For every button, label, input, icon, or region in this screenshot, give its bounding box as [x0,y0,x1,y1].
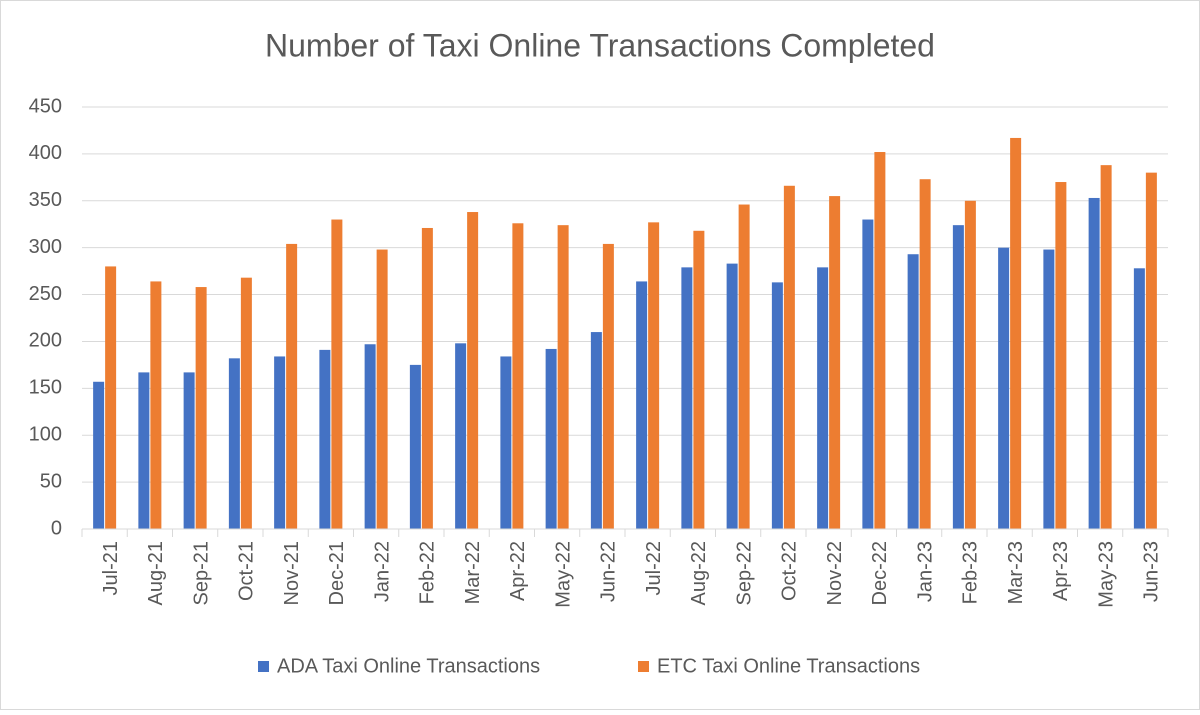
bar [319,349,331,529]
bar [590,332,602,529]
x-tick-label: Jan-23 [914,541,936,602]
bar [602,243,614,529]
x-tick-label: Jun-22 [598,541,620,602]
x-tick-label: Jun-23 [1141,541,1163,602]
x-tick-label: Nov-21 [281,541,303,605]
bar [500,356,512,529]
x-tick-label: Mar-23 [1005,541,1027,604]
bar [274,356,286,529]
x-tick-label: Feb-22 [417,541,439,604]
x-tick-label: May-23 [1095,541,1117,608]
legend-label: ADA Taxi Online Transactions [277,655,540,677]
bar [409,364,421,529]
bar [364,344,376,529]
bar [648,222,660,529]
x-tick-label: Aug-22 [688,541,710,606]
bar [138,372,150,529]
bar [512,223,524,530]
bar [105,266,117,529]
x-tick-label: Jan-22 [371,541,393,602]
x-tick-label: Oct-21 [236,541,258,601]
y-tick-label: 200 [29,330,62,352]
bar [771,282,783,529]
bar [286,243,298,529]
x-tick-label: Sep-22 [733,541,755,606]
y-tick-label: 0 [51,517,62,539]
y-tick-label: 400 [29,142,62,164]
chart-title: Number of Taxi Online Transactions Compl… [265,27,935,63]
y-tick-label: 50 [40,470,62,492]
bar [952,225,964,529]
bar [907,254,919,529]
bar [964,200,976,529]
bar [93,381,105,529]
x-tick-label: Nov-22 [824,541,846,605]
bar [1043,249,1055,529]
y-tick-label: 450 [29,95,62,117]
bar [455,343,467,529]
x-tick-label: Aug-21 [145,541,167,606]
bar [783,185,795,530]
bar [1145,172,1157,529]
y-tick-label: 350 [29,189,62,211]
x-tick-label: Apr-22 [507,541,529,601]
bar [919,179,931,529]
bar [545,348,557,529]
bar [817,267,829,529]
bar [998,247,1010,529]
x-tick-label: Feb-23 [960,541,982,604]
legend-label: ETC Taxi Online Transactions [657,655,920,677]
bar [862,219,874,530]
bar [693,230,705,529]
bar [183,372,195,529]
x-tick-label: Sep-21 [190,541,212,606]
bar [467,212,479,529]
y-tick-label: 100 [29,424,62,446]
legend-swatch [638,661,649,672]
y-tick-label: 250 [29,283,62,305]
bar [1088,197,1100,529]
bar [1055,182,1067,529]
bar [240,277,252,529]
legend-swatch [258,661,269,672]
bar [376,249,388,529]
bar [874,152,886,529]
bar [150,281,162,529]
x-tick-label: Apr-23 [1050,541,1072,601]
bar [829,196,841,530]
bar [636,281,648,529]
x-tick-label: Mar-22 [462,541,484,604]
x-tick-label: May-22 [552,541,574,608]
y-tick-label: 300 [29,236,62,258]
bar [228,358,240,529]
x-tick-label: Jul-22 [643,541,665,595]
bar [1133,268,1145,529]
bar [738,204,750,530]
bar [726,263,738,529]
bar [681,267,693,529]
bar [195,287,207,529]
y-tick-label: 150 [29,377,62,399]
x-tick-label: Dec-21 [326,541,348,605]
bar [1100,165,1112,530]
bar [331,219,343,530]
bar [557,225,569,529]
bar [1010,137,1022,530]
bar [421,227,433,529]
x-tick-label: Dec-22 [869,541,891,605]
x-tick-label: Oct-22 [779,541,801,601]
x-tick-label: Jul-21 [100,541,122,595]
